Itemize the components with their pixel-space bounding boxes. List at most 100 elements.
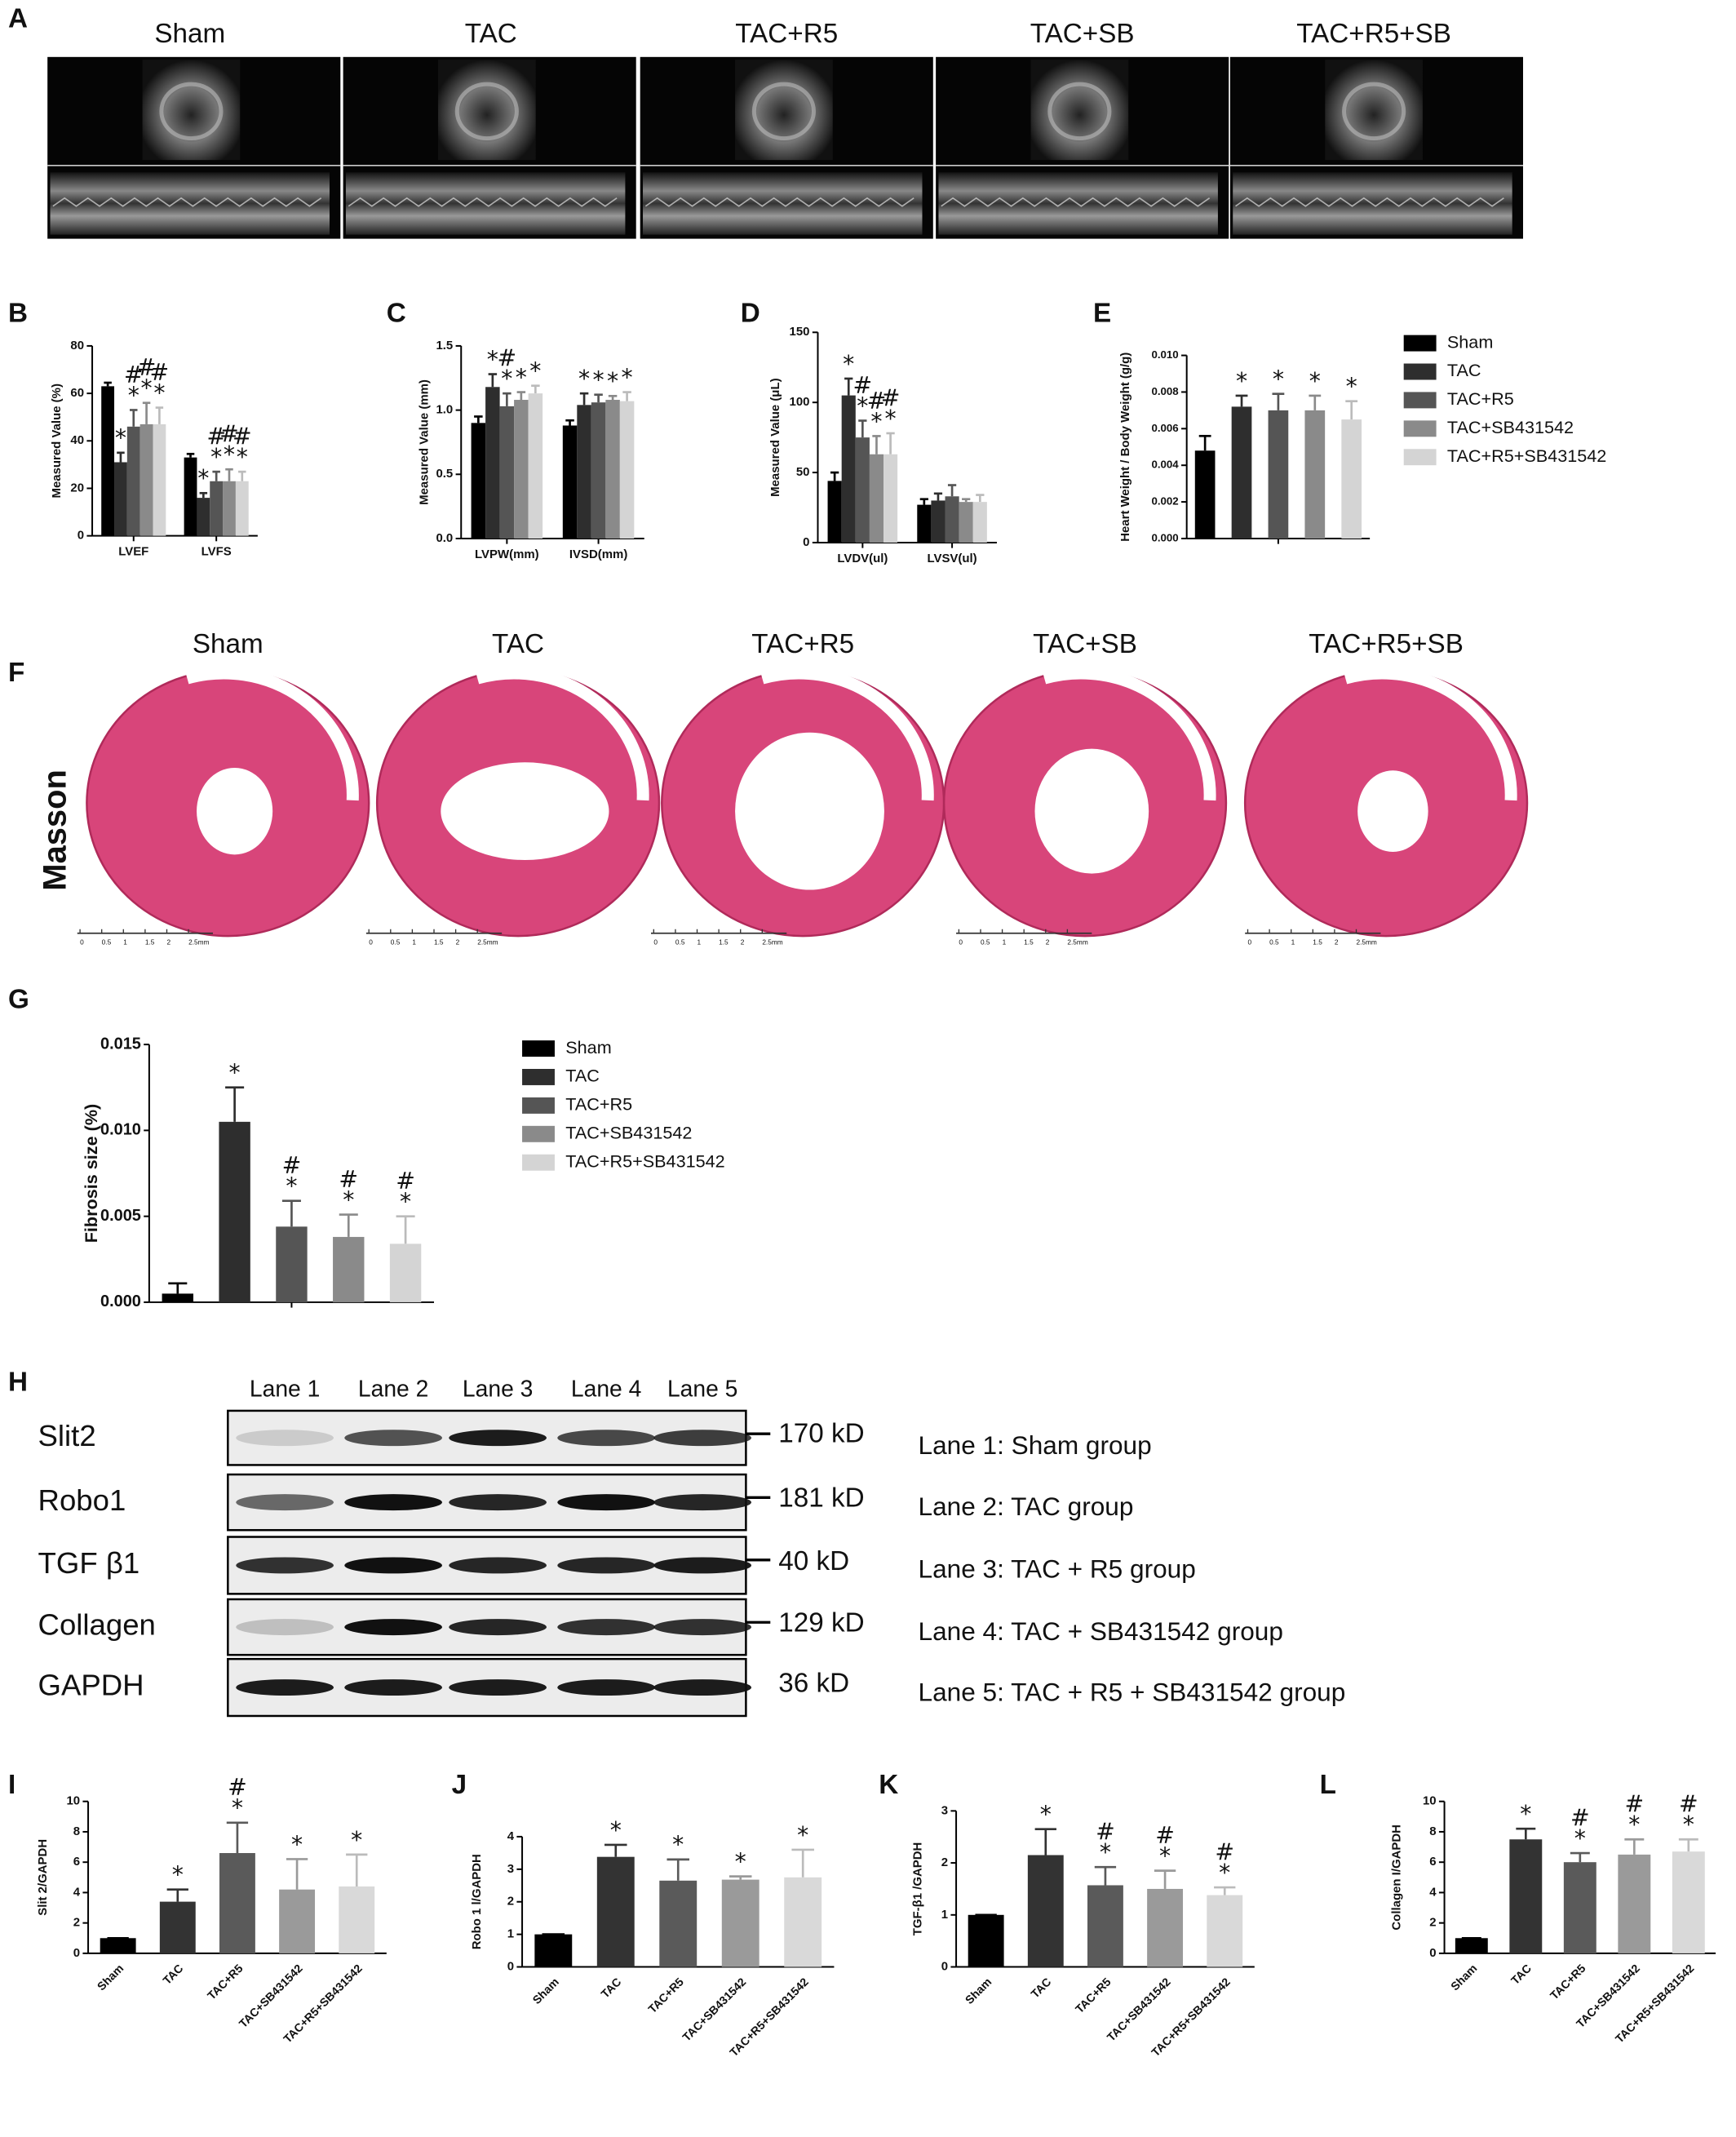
lane-label: Lane 2 — [358, 1375, 428, 1401]
scale-label: 0.5 — [391, 938, 401, 947]
y-tick-label: 0 — [941, 1959, 948, 1973]
scale-label: 0 — [1248, 938, 1252, 947]
panel-letter: B — [8, 298, 28, 328]
lane-key: Lane 5: TAC + R5 + SB431542 group — [919, 1678, 1346, 1707]
panel-title: Sham — [193, 629, 264, 659]
echo-sector — [1325, 60, 1423, 161]
x-tick-label: IVSD(mm) — [569, 548, 627, 561]
significance-mark: * — [593, 366, 604, 393]
y-axis-label: Fibrosis size (%) — [81, 1104, 101, 1244]
legend-label: TAC+R5 — [565, 1094, 632, 1115]
lane-label: Lane 1 — [250, 1375, 320, 1401]
bar — [1563, 1862, 1596, 1953]
significance-mark: * — [172, 1861, 184, 1888]
bar — [197, 498, 210, 536]
significance-mark: * — [229, 1059, 241, 1086]
x-tick-label: TAC+R5 — [205, 1962, 246, 2002]
echo-ventricle — [1342, 82, 1406, 141]
significance-mark: # — [150, 359, 170, 386]
bar — [389, 1244, 422, 1302]
band — [449, 1679, 547, 1696]
significance-mark: # — [867, 388, 887, 415]
band — [236, 1619, 334, 1636]
bar — [485, 387, 500, 539]
y-axis-label: TGF-β1 /GAPDH — [910, 1842, 924, 1936]
y-axis-label: Measured Value (mm) — [417, 379, 431, 505]
scale-label: 0.5 — [981, 938, 990, 947]
legend-label: TAC+R5+SB431542 — [565, 1151, 724, 1171]
y-tick-label: 1 — [941, 1908, 948, 1922]
m-mode-wave — [348, 197, 618, 207]
bar — [605, 400, 620, 539]
y-tick-label: 0.002 — [1151, 495, 1178, 508]
significance-mark: * — [529, 357, 541, 384]
significance-mark: * — [1236, 367, 1247, 394]
significance-mark: # — [1570, 1804, 1590, 1831]
legend-label: TAC+R5 — [1447, 388, 1514, 409]
y-tick-label: 0 — [1429, 1946, 1436, 1960]
significance-mark: # — [219, 421, 239, 448]
significance-mark: * — [1040, 1801, 1052, 1828]
y-tick-label: 2 — [73, 1916, 80, 1930]
panel-letter: F — [8, 658, 24, 688]
significance-mark: * — [487, 346, 498, 373]
x-tick-label: Sham — [95, 1962, 126, 1993]
scale-label: 0.5 — [675, 938, 685, 947]
band — [344, 1619, 442, 1636]
bar — [159, 1901, 196, 1953]
significance-mark: * — [1309, 367, 1321, 394]
panel-letter: L — [1320, 1770, 1336, 1800]
significance-mark: * — [128, 382, 140, 409]
lane-label: Lane 4 — [571, 1375, 641, 1401]
scale-label: 2.5mm — [762, 938, 782, 947]
lane-label: Lane 3 — [463, 1375, 533, 1401]
legend-label: Sham — [1447, 331, 1493, 352]
echo-ventricle — [1047, 82, 1112, 141]
significance-mark: * — [672, 1831, 684, 1858]
significance-mark: * — [343, 1186, 354, 1213]
significance-mark: * — [622, 364, 633, 391]
significance-mark: # — [137, 354, 157, 381]
bar — [619, 401, 635, 539]
significance-mark: * — [1683, 1811, 1694, 1838]
bar — [184, 457, 197, 536]
scale-label: 1 — [412, 938, 416, 947]
bar — [333, 1236, 365, 1302]
band — [344, 1679, 442, 1696]
band — [449, 1494, 547, 1511]
significance-mark: * — [115, 424, 126, 451]
panel-letter: A — [8, 4, 28, 34]
y-tick-label: 4 — [1429, 1885, 1437, 1899]
panel-title: TAC — [492, 629, 544, 659]
m-mode-wave — [941, 197, 1211, 207]
bar — [100, 1938, 136, 1953]
scale-label: 1.5 — [145, 938, 155, 947]
y-tick-label: 0.000 — [100, 1292, 141, 1310]
x-tick-label: LVDV(ul) — [837, 552, 888, 565]
x-tick-label: TAC — [1508, 1962, 1534, 1987]
panel-letter: K — [879, 1770, 898, 1800]
echo-sector — [142, 60, 241, 161]
significance-mark: * — [1159, 1842, 1171, 1869]
y-tick-label: 100 — [790, 395, 810, 409]
significance-mark: * — [141, 375, 153, 401]
scale-label: 0.5 — [102, 938, 112, 947]
bar — [279, 1889, 316, 1953]
bar — [827, 481, 842, 543]
bar — [235, 481, 249, 536]
significance-mark: * — [351, 1826, 362, 1853]
significance-mark: * — [870, 408, 882, 435]
y-tick-label: 0.010 — [100, 1121, 141, 1139]
significance-mark: * — [224, 441, 235, 468]
scale-label: 2.5mm — [1357, 938, 1377, 947]
band — [653, 1679, 752, 1696]
significance-mark: # — [1155, 1822, 1175, 1849]
y-tick-label: 0.015 — [100, 1035, 141, 1053]
y-tick-label: 3 — [941, 1803, 948, 1817]
significance-mark: # — [1679, 1791, 1698, 1818]
y-tick-label: 0 — [803, 535, 809, 549]
significance-mark: * — [516, 364, 527, 391]
x-tick-label: TAC+R5 — [645, 1975, 686, 2016]
y-tick-label: 20 — [70, 481, 84, 494]
lv-cavity — [735, 732, 884, 890]
